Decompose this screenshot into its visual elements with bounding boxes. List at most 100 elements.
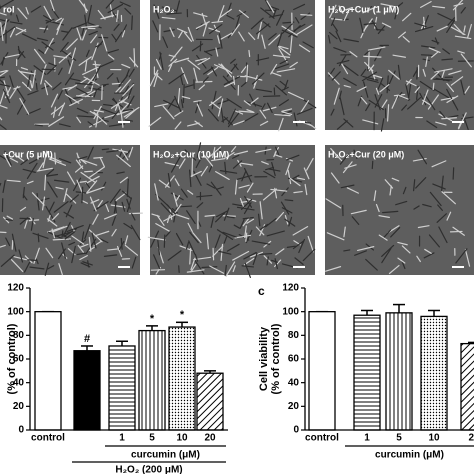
cell bbox=[353, 149, 358, 159]
cell bbox=[330, 147, 343, 162]
cell bbox=[21, 81, 32, 91]
cell bbox=[128, 146, 134, 158]
cell bbox=[422, 99, 431, 106]
cell bbox=[120, 148, 129, 161]
cell bbox=[2, 180, 6, 193]
cell bbox=[30, 217, 34, 231]
cell bbox=[211, 90, 217, 110]
cell bbox=[77, 115, 96, 118]
cell bbox=[439, 110, 446, 119]
cell bbox=[226, 14, 235, 20]
cell bbox=[463, 25, 466, 33]
cell bbox=[0, 254, 15, 267]
cell bbox=[398, 31, 406, 39]
cell bbox=[202, 21, 208, 37]
cell bbox=[259, 223, 269, 231]
cell bbox=[367, 46, 386, 51]
micrograph: H₂O₂+Cur (10 μM) bbox=[147, 142, 316, 279]
cell bbox=[397, 257, 406, 264]
cell bbox=[417, 225, 430, 229]
cell bbox=[441, 191, 456, 205]
x-tick-label: control bbox=[305, 433, 339, 444]
cell bbox=[0, 69, 8, 73]
cell bbox=[426, 120, 438, 129]
cell bbox=[0, 89, 6, 105]
cell bbox=[257, 21, 263, 40]
cell bbox=[424, 248, 432, 254]
cell bbox=[211, 20, 224, 24]
cell bbox=[207, 108, 219, 122]
cell bbox=[131, 15, 133, 31]
cell bbox=[223, 236, 228, 244]
cell bbox=[446, 211, 452, 221]
cell bbox=[177, 205, 193, 208]
cell bbox=[46, 168, 55, 176]
cell bbox=[88, 246, 95, 252]
x-tick-label: 1 bbox=[364, 433, 370, 444]
cell bbox=[193, 99, 202, 103]
cell bbox=[252, 72, 265, 85]
cell bbox=[178, 30, 184, 39]
cell bbox=[428, 234, 440, 248]
cell bbox=[271, 161, 276, 177]
cell bbox=[13, 256, 27, 261]
cell bbox=[84, 223, 91, 240]
cell bbox=[389, 185, 392, 196]
cell bbox=[196, 194, 213, 198]
cell bbox=[187, 122, 200, 127]
cell bbox=[364, 49, 371, 56]
cell bbox=[246, 109, 254, 113]
cell bbox=[160, 202, 173, 216]
cell bbox=[303, 167, 310, 180]
cell bbox=[431, 160, 447, 168]
cell bbox=[101, 34, 108, 52]
y-tick-label: 40 bbox=[13, 377, 25, 388]
cell bbox=[281, 108, 293, 112]
significance: * bbox=[150, 313, 155, 325]
cell bbox=[121, 201, 126, 212]
cell bbox=[284, 218, 296, 227]
cell bbox=[307, 235, 314, 253]
micrograph: +Cur (5 μM) bbox=[0, 145, 143, 276]
cell bbox=[210, 66, 218, 77]
cell bbox=[48, 156, 62, 163]
cell bbox=[126, 198, 131, 210]
cell bbox=[278, 117, 284, 132]
cell bbox=[241, 265, 254, 268]
cell bbox=[432, 183, 446, 190]
cell bbox=[79, 239, 87, 246]
cell bbox=[156, 214, 165, 226]
cell bbox=[44, 37, 54, 55]
cell bbox=[278, 48, 288, 63]
cell bbox=[119, 176, 129, 184]
cell bbox=[49, 0, 55, 12]
cell bbox=[338, 54, 347, 67]
cell bbox=[218, 250, 232, 255]
cell bbox=[52, 213, 60, 221]
cell bbox=[217, 98, 224, 117]
cell bbox=[329, 4, 337, 19]
cell bbox=[292, 240, 305, 250]
cell bbox=[450, 76, 464, 86]
y-tick-label: 100 bbox=[282, 306, 299, 317]
cell bbox=[351, 216, 360, 225]
cell bbox=[455, 248, 468, 264]
cell bbox=[215, 186, 224, 190]
cell bbox=[93, 156, 103, 159]
cell bbox=[71, 235, 85, 245]
cell bbox=[116, 171, 125, 175]
cell bbox=[397, 64, 401, 80]
cell bbox=[116, 245, 123, 257]
cell bbox=[257, 213, 261, 227]
cell bbox=[430, 71, 440, 80]
cell bbox=[77, 156, 88, 160]
cell bbox=[446, 88, 455, 104]
cell bbox=[103, 213, 118, 220]
cell bbox=[284, 199, 294, 202]
cell bbox=[107, 49, 119, 54]
cell bbox=[170, 46, 183, 62]
cell bbox=[232, 75, 236, 85]
cell bbox=[151, 213, 160, 217]
cell bbox=[0, 116, 3, 121]
cell bbox=[162, 105, 175, 120]
